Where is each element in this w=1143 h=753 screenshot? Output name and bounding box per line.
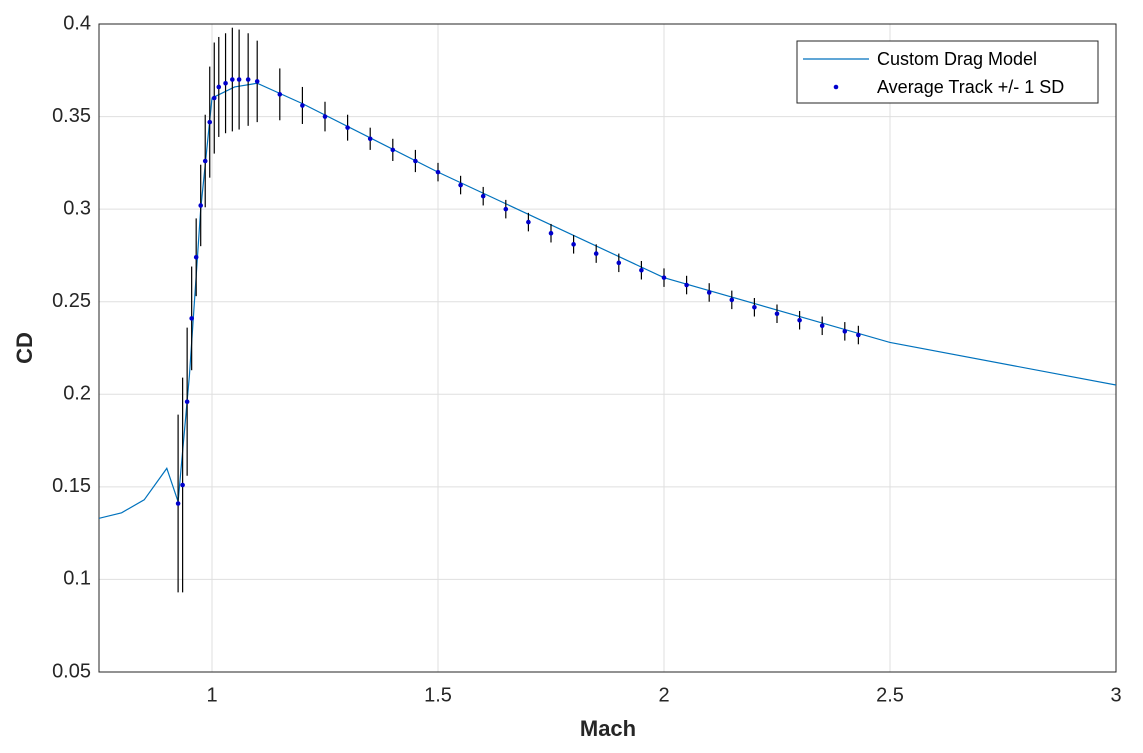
point [223, 80, 228, 86]
x-tick-label: 2 [658, 684, 669, 706]
point [571, 242, 576, 247]
point [202, 158, 208, 164]
point [236, 77, 242, 82]
x-tick-label: 1.5 [424, 684, 452, 706]
x-tick-label: 3 [1110, 684, 1121, 706]
x-axis-label: Mach [580, 716, 636, 741]
point [345, 125, 350, 130]
point [526, 219, 531, 225]
x-tick-label: 2.5 [876, 684, 904, 706]
point [684, 282, 689, 288]
y-tick-label: 0.15 [52, 475, 91, 497]
point [322, 114, 328, 119]
legend-label: Custom Drag Model [877, 49, 1037, 69]
y-axis-label: CD [12, 332, 37, 364]
point [661, 275, 667, 280]
point [458, 182, 463, 188]
point [175, 501, 181, 506]
point [189, 316, 194, 321]
point [180, 482, 185, 488]
point [230, 77, 235, 82]
point [254, 79, 260, 84]
plot-layer [99, 27, 1116, 593]
plot-area-border [98, 23, 1117, 673]
point [752, 304, 757, 310]
point [413, 158, 418, 164]
y-tick-label: 0.35 [52, 105, 91, 127]
legend-box [796, 40, 1099, 104]
point [184, 399, 190, 404]
legend-label: Average Track +/- 1 SD [877, 77, 1064, 97]
point [819, 323, 825, 329]
point [548, 230, 554, 236]
point [216, 84, 222, 90]
point [300, 103, 305, 108]
point [277, 92, 283, 97]
legend-swatch [833, 84, 839, 90]
point [842, 329, 848, 334]
y-tick-label: 0.05 [52, 660, 91, 682]
point [207, 119, 213, 125]
point [729, 297, 735, 303]
point [198, 203, 203, 208]
y-tick-label: 0.25 [52, 290, 91, 312]
point [616, 260, 622, 266]
y-tick-label: 0.3 [63, 197, 91, 219]
point [435, 169, 441, 175]
point [193, 254, 199, 260]
point [480, 193, 486, 199]
point [593, 251, 599, 256]
point [639, 267, 644, 273]
point [774, 311, 780, 317]
y-tick-label: 0.2 [63, 383, 91, 405]
x-tick-label: 1 [206, 684, 217, 706]
point [797, 317, 802, 323]
y-tick-label: 0.4 [63, 12, 91, 34]
point [245, 77, 251, 82]
point [856, 332, 861, 338]
y-tick-label: 0.1 [63, 568, 91, 590]
point [367, 136, 373, 142]
point [503, 206, 509, 212]
point [390, 147, 396, 153]
point [706, 290, 712, 295]
point [211, 95, 217, 101]
